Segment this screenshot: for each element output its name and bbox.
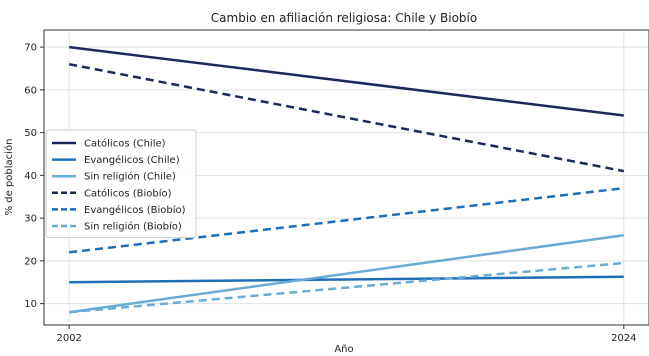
y-tick-label: 20	[24, 256, 37, 267]
legend-label: Evangélicos (Chile)	[84, 154, 180, 166]
x-axis: 2002 2024	[56, 325, 637, 344]
x-tick-label: 2024	[611, 333, 636, 344]
legend: Católicos (Chile) Evangélicos (Chile) Sin …	[45, 129, 197, 239]
x-axis-label: Año	[334, 344, 353, 355]
legend-label: Sin religión (Chile)	[84, 171, 176, 183]
legend-label: Católicos (Biobío)	[84, 187, 172, 199]
legend-box	[45, 129, 197, 239]
legend-label: Católicos (Chile)	[84, 138, 166, 150]
series-line	[68, 62, 625, 173]
y-tick-label: 10	[24, 299, 37, 310]
y-tick-label: 30	[24, 214, 37, 225]
series-line	[69, 275, 624, 284]
plot-frame	[43, 29, 649, 326]
series-line	[69, 186, 624, 254]
y-axis-label: % de población	[3, 139, 15, 216]
series-line	[69, 261, 624, 314]
series-line	[69, 45, 624, 117]
y-tick-label: 70	[24, 43, 37, 54]
y-tick-label: 40	[24, 171, 37, 182]
y-tick-label: 60	[24, 85, 37, 96]
y-tick-label: 50	[24, 128, 37, 139]
x-tick-label: 2002	[56, 333, 81, 344]
y-axis: 10 20 30 40 50 60 70	[24, 43, 44, 310]
chart-title: Cambio en afiliación religiosa: Chile y …	[211, 11, 477, 25]
legend-label: Evangélicos (Biobío)	[84, 204, 186, 216]
legend-label: Sin religión (Biobío)	[84, 221, 182, 233]
series-lines	[68, 45, 625, 314]
series-line	[69, 233, 624, 314]
